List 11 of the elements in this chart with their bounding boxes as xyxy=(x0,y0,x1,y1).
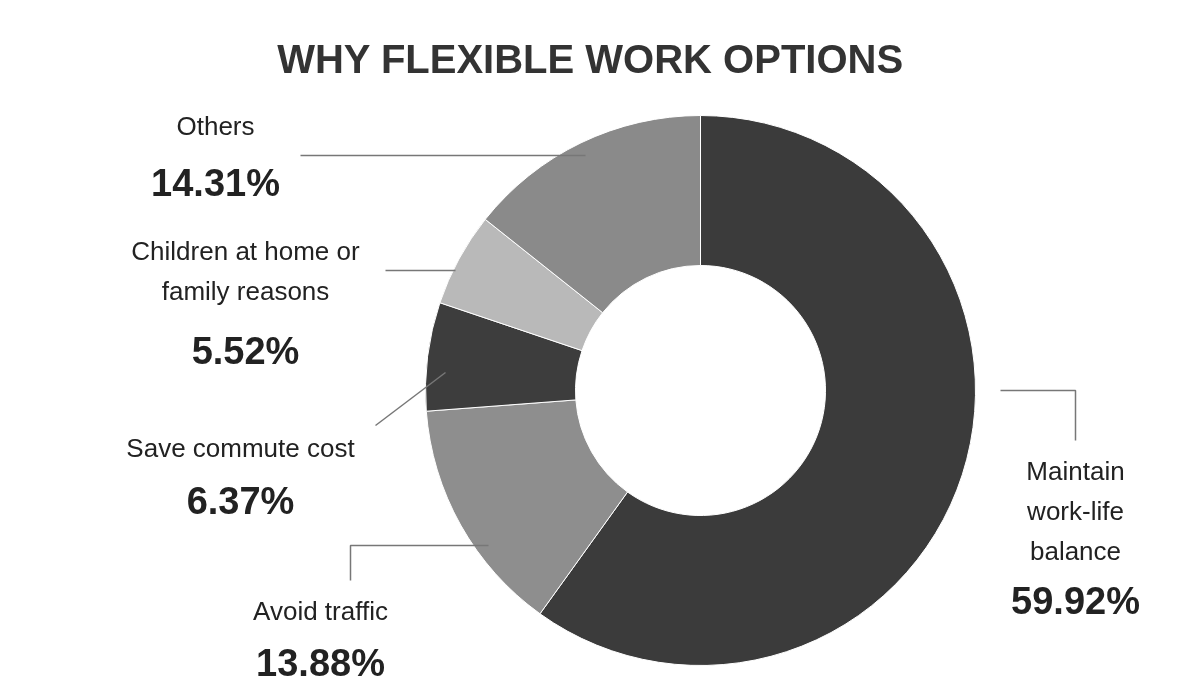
data-label: 6.37% xyxy=(186,479,295,522)
slice-label: Others xyxy=(176,110,255,141)
chart-title: WHY FLEXIBLE WORK OPTIONS xyxy=(277,36,904,81)
slice-label: Avoid traffic xyxy=(253,595,388,626)
data-label: 14.31% xyxy=(151,161,280,204)
slice-label: Save commute cost xyxy=(126,432,356,463)
slice-label: Children at home or family reasons xyxy=(131,235,361,306)
data-label: 59.92% xyxy=(1011,579,1140,622)
data-label: 13.88% xyxy=(256,641,385,684)
data-label: 5.52% xyxy=(191,329,300,372)
slice-label: Maintain work-life balance xyxy=(1026,455,1125,566)
